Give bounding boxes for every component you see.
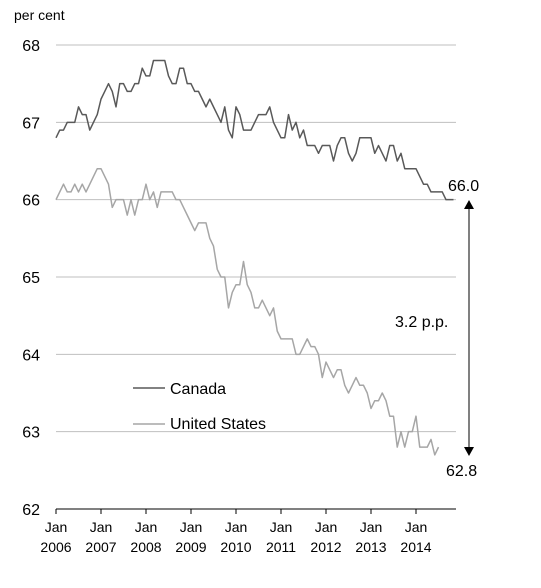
x-tick-month: Jan bbox=[180, 519, 203, 535]
series-line-canada bbox=[55, 59, 454, 201]
x-tick-year: 2014 bbox=[400, 539, 431, 555]
x-tick-year: 2010 bbox=[220, 539, 251, 555]
us-end-label: 62.8 bbox=[446, 463, 477, 480]
y-tick-label: 67 bbox=[22, 115, 40, 132]
x-tick-month: Jan bbox=[360, 519, 383, 535]
series-line-united-states bbox=[55, 167, 440, 456]
legend-label-united-states: United States bbox=[170, 416, 266, 433]
y-axis-label: per cent bbox=[14, 7, 65, 23]
x-axis-ticks: Jan 2006 Jan 2007 Jan 2008 Jan 2009 Jan 2010 Jan 20… bbox=[40, 509, 432, 555]
x-tick-year: 2008 bbox=[130, 539, 161, 555]
x-tick-year: 2011 bbox=[266, 539, 296, 555]
y-axis-ticks: 62 63 64 65 66 67 68 bbox=[22, 38, 40, 519]
gap-label: 3.2 p.p. bbox=[395, 314, 448, 331]
y-tick-label: 66 bbox=[22, 193, 40, 210]
x-tick-year: 2013 bbox=[355, 539, 386, 555]
y-tick-label: 62 bbox=[22, 502, 40, 519]
x-tick-month: Jan bbox=[135, 519, 158, 535]
series-lines bbox=[55, 59, 454, 456]
x-tick-month: Jan bbox=[90, 519, 113, 535]
x-tick-month: Jan bbox=[315, 519, 338, 535]
x-tick-year: 2009 bbox=[175, 539, 206, 555]
x-tick-year: 2012 bbox=[310, 539, 341, 555]
y-tick-label: 63 bbox=[22, 425, 40, 442]
x-tick-year: 2006 bbox=[40, 539, 71, 555]
x-tick-year: 2007 bbox=[85, 539, 116, 555]
y-tick-label: 65 bbox=[22, 270, 40, 287]
gap-arrow bbox=[464, 200, 474, 456]
y-tick-label: 64 bbox=[22, 347, 40, 364]
legend-label-canada: Canada bbox=[170, 381, 226, 398]
y-tick-label: 68 bbox=[22, 38, 40, 55]
x-tick-month: Jan bbox=[270, 519, 293, 535]
x-tick-month: Jan bbox=[45, 519, 68, 535]
canada-end-label: 66.0 bbox=[448, 178, 479, 195]
x-tick-month: Jan bbox=[225, 519, 248, 535]
x-tick-month: Jan bbox=[405, 519, 428, 535]
